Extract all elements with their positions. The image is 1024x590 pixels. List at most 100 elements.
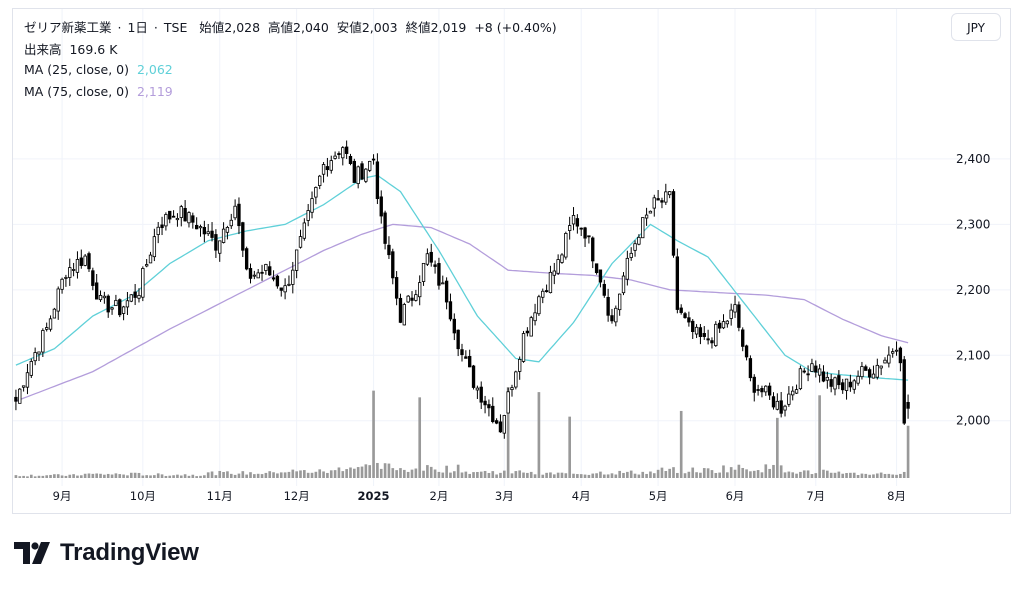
candle-body <box>448 301 453 320</box>
volume-bar <box>529 471 533 478</box>
chart-frame[interactable] <box>12 8 1011 514</box>
volume-bar <box>429 466 433 478</box>
ma25-legend[interactable]: MA (25, close, 0) 2,062 <box>24 62 173 77</box>
candle <box>421 262 426 286</box>
candle <box>275 274 280 289</box>
volume-bar <box>264 472 268 478</box>
volume-bar <box>441 472 445 478</box>
currency-button[interactable]: JPY <box>951 13 1001 41</box>
timeframe[interactable]: 1日 <box>127 20 148 35</box>
candle-body <box>218 240 222 254</box>
candle <box>171 210 176 218</box>
candle-body <box>306 210 310 221</box>
volume-legend[interactable]: 出来高 169.6 K <box>24 39 117 58</box>
candle-body <box>98 295 103 301</box>
volume-bar <box>76 475 79 478</box>
candle-body <box>83 255 87 266</box>
volume-bar <box>60 475 64 478</box>
volume-bar <box>41 475 45 478</box>
candle-body <box>594 263 599 274</box>
candle-body <box>656 198 660 201</box>
ma75-legend[interactable]: MA (75, close, 0) 2,119 <box>24 84 173 99</box>
candle-body <box>87 253 91 270</box>
candle <box>648 210 653 214</box>
symbol-name[interactable]: ゼリア新薬工業 <box>24 20 112 35</box>
candle <box>833 376 837 396</box>
candle-body <box>318 175 322 187</box>
candle-body <box>79 257 83 266</box>
volume-bar <box>379 468 383 478</box>
candle-body <box>652 197 656 209</box>
symbol-legend[interactable]: ゼリア新薬工業 · 1日 · TSE 始値2,028 高値2,040 安値2,0… <box>24 20 557 35</box>
volume-bar <box>779 465 783 478</box>
candle-body <box>610 315 614 322</box>
candle <box>694 324 699 339</box>
candle <box>502 414 506 439</box>
tradingview-logo[interactable]: TradingView <box>14 538 199 568</box>
candle <box>825 371 829 389</box>
candle-body <box>887 354 891 364</box>
volume-bar <box>129 472 133 478</box>
candle-body <box>906 401 910 409</box>
candle-body <box>125 300 130 308</box>
candle <box>406 294 410 303</box>
candle-body <box>756 389 760 391</box>
volume-bar <box>806 470 810 478</box>
volume-bar <box>68 474 72 478</box>
candle-body <box>368 160 372 171</box>
candle-body <box>164 214 168 227</box>
candle-body <box>18 388 22 404</box>
volume-bar <box>841 473 845 478</box>
volume-bar <box>326 472 329 478</box>
volume-bar <box>491 471 495 478</box>
candle-body <box>194 224 199 230</box>
candle-body <box>421 262 426 282</box>
candle <box>606 288 610 322</box>
candle <box>664 183 668 205</box>
month-tick-label: 5月 <box>649 489 668 503</box>
candle <box>341 146 345 166</box>
candle <box>45 322 49 332</box>
candle-body <box>817 368 822 376</box>
candle-body <box>256 272 260 279</box>
candle-body <box>302 222 307 239</box>
volume-bar <box>233 474 237 478</box>
high-label: 高値 <box>268 20 294 35</box>
candle-body <box>787 393 791 405</box>
volume-bar <box>337 467 341 478</box>
candle <box>375 153 380 205</box>
candle-body <box>783 405 787 411</box>
candle <box>721 314 726 330</box>
tradingview-logo-text: TradingView <box>60 539 199 566</box>
volume-bar <box>418 397 422 478</box>
candle-body <box>667 191 672 196</box>
candle <box>675 248 680 314</box>
volume-bar <box>733 469 737 478</box>
candle-body <box>698 327 703 338</box>
candle-body <box>721 321 726 329</box>
volume-bar <box>376 462 379 478</box>
volume-bar <box>322 471 325 478</box>
candle <box>448 293 453 322</box>
volume-bar <box>560 472 564 478</box>
candle-body <box>456 329 460 350</box>
ma25-path <box>15 174 909 381</box>
candle-body <box>106 295 110 313</box>
candle <box>629 247 633 261</box>
candle <box>617 293 622 316</box>
price-chart[interactable]: 2,000 2,100 2,200 2,300 2,400 9月 10月 11月 12月 2025… <box>0 0 1024 520</box>
candle <box>656 190 660 201</box>
candle-body <box>752 376 756 393</box>
volume-bar <box>668 468 671 478</box>
volume-bar <box>49 474 52 478</box>
volume-bar <box>745 469 748 478</box>
volume-bar <box>683 473 687 478</box>
volume-bar <box>37 475 41 478</box>
volume-bar <box>579 474 583 478</box>
volume-bar <box>356 467 360 478</box>
volume-bar <box>45 475 49 478</box>
volume-bar <box>487 472 491 478</box>
candle <box>160 216 164 236</box>
volume-bar <box>649 471 652 478</box>
candle-body <box>856 375 860 384</box>
